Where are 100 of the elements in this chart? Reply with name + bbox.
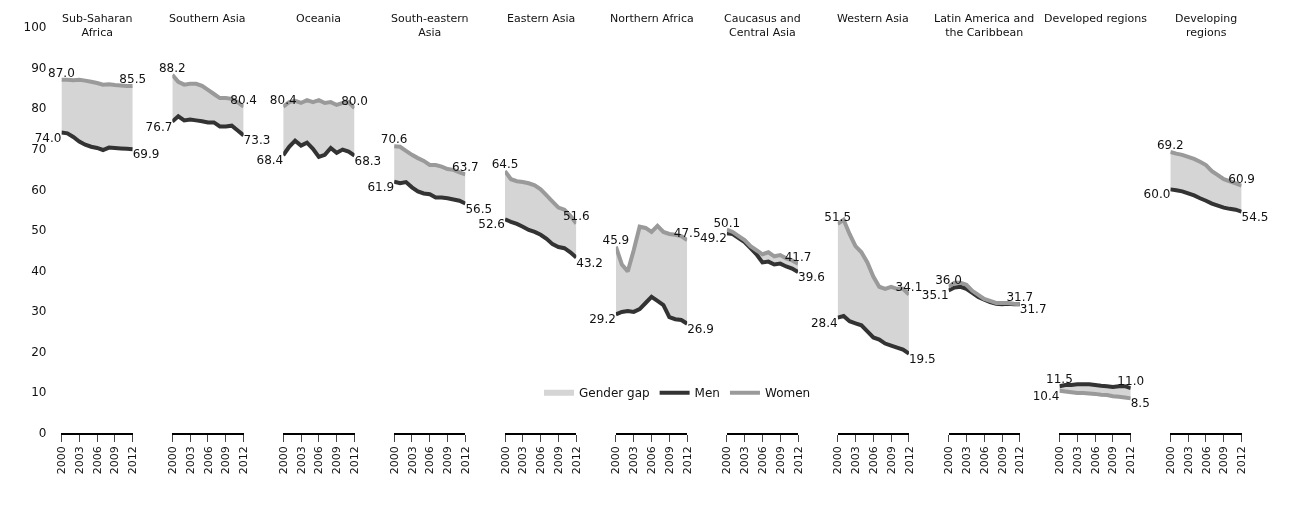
data-label: 51.6 (562, 209, 590, 224)
x-tick-label: 2009 (662, 446, 676, 475)
data-label: 70.6 (380, 132, 408, 147)
x-tick-label: 2012 (1124, 446, 1138, 475)
x-tick-label: 2003 (1181, 446, 1195, 475)
x-tick-label: 2000 (55, 446, 69, 475)
chart-title: Western Asia (837, 12, 909, 25)
x-tick-label: 2009 (552, 446, 566, 475)
x-tick-label: 2003 (294, 446, 308, 475)
x-tick-label: 2009 (773, 446, 787, 475)
data-label: 52.6 (478, 217, 505, 232)
x-tick-label: 2000 (720, 446, 734, 475)
x-tick-label: 2009 (995, 446, 1009, 475)
data-label: 36.0 (935, 272, 962, 287)
chart-title: Oceania (296, 12, 341, 25)
data-label: 34.1 (895, 280, 923, 295)
x-tick-label: 2000 (387, 446, 401, 475)
data-label: 85.5 (119, 71, 147, 86)
data-label: 49.2 (700, 231, 727, 246)
data-label: 63.7 (452, 160, 479, 175)
y-tick-label: 90 (31, 60, 47, 75)
x-tick-label: 2009 (219, 446, 233, 475)
data-label: 80.4 (230, 92, 257, 107)
x-tick-label: 2006 (534, 446, 548, 475)
y-tick-label: 40 (31, 263, 47, 278)
x-tick-label: 2000 (276, 446, 290, 475)
y-tick-label: 50 (31, 223, 47, 238)
chart-title: Caucasus and Central Asia (724, 12, 801, 40)
data-label: 87.0 (48, 65, 75, 80)
data-label: 88.2 (158, 60, 186, 75)
data-label: 28.4 (810, 315, 838, 330)
data-label: 41.7 (784, 249, 812, 264)
x-tick-label: 2012 (1235, 446, 1249, 475)
x-tick-label: 2009 (108, 446, 122, 475)
data-label: 56.5 (465, 201, 493, 216)
x-tick-label: 2009 (441, 446, 455, 475)
chart-title: Northern Africa (610, 12, 694, 25)
chart-title: South-eastern Asia (391, 12, 469, 40)
y-tick-label: 80 (31, 101, 47, 116)
x-tick-label: 2006 (1199, 446, 1213, 475)
data-label: 69.9 (132, 147, 160, 162)
data-label: 80.4 (269, 92, 297, 107)
data-label: 10.4 (1032, 388, 1060, 403)
data-label: 45.9 (602, 232, 630, 247)
data-label: 50.1 (713, 215, 741, 230)
x-tick-label: 2003 (183, 446, 197, 475)
x-tick-label: 2006 (312, 446, 326, 475)
data-label: 61.9 (367, 179, 395, 194)
x-tick-label: 2012 (680, 446, 694, 475)
chart-title: Sub-Saharan Africa (62, 12, 133, 40)
x-tick-label: 2006 (201, 446, 215, 475)
x-tick-label: 2000 (831, 446, 845, 475)
data-label: 64.5 (491, 157, 519, 172)
x-tick-label: 2000 (498, 446, 512, 475)
data-label: 11.5 (1046, 372, 1073, 387)
y-tick-label: 30 (31, 304, 47, 319)
chart-title: Developed regions (1044, 12, 1148, 25)
data-label: 80.0 (341, 94, 368, 109)
chart-title: Developing regions (1175, 12, 1238, 40)
x-tick-label: 2009 (884, 446, 898, 475)
data-label: 68.3 (354, 153, 382, 168)
y-tick-label: 0 (38, 426, 47, 441)
data-label: 8.5 (1130, 396, 1150, 411)
x-tick-label: 2000 (942, 446, 956, 475)
y-tick-label: 60 (31, 182, 47, 197)
legend-label: Men (694, 386, 720, 401)
x-tick-label: 2012 (569, 446, 583, 475)
annotation: Gender gap (578, 386, 650, 401)
x-tick-label: 2006 (90, 446, 104, 475)
data-label: 19.5 (908, 351, 936, 366)
x-tick-label: 2000 (165, 446, 179, 475)
x-tick-label: 2000 (1163, 446, 1177, 475)
data-label: 54.5 (1241, 209, 1269, 224)
data-label: 39.6 (798, 270, 825, 285)
x-tick-label: 2012 (1013, 446, 1027, 475)
chart-title: Southern Asia (169, 12, 246, 25)
x-tick-label: 2003 (849, 446, 863, 475)
x-tick-label: 2003 (738, 446, 752, 475)
x-tick-label: 2012 (458, 446, 472, 475)
data-label: 31.7 (1006, 290, 1034, 305)
data-label: 69.2 (1156, 138, 1184, 153)
x-tick-label: 2012 (348, 446, 362, 475)
data-label: 35.1 (921, 288, 949, 303)
data-label: 60.9 (1228, 171, 1255, 186)
x-tick-label: 2006 (645, 446, 659, 475)
x-tick-label: 2012 (126, 446, 140, 475)
y-tick-label: 100 (23, 20, 47, 35)
y-tick-label: 20 (31, 344, 47, 359)
x-tick-label: 2000 (609, 446, 623, 475)
x-tick-label: 2003 (72, 446, 86, 475)
chart-title: Latin America and the Caribbean (934, 12, 1035, 40)
chart-title: Eastern Asia (507, 12, 576, 25)
x-tick-label: 2003 (405, 446, 419, 475)
data-label: 31.7 (1019, 302, 1047, 317)
x-tick-label: 2006 (756, 446, 769, 475)
data-label: 73.3 (243, 133, 271, 148)
x-tick-label: 2000 (1053, 446, 1067, 475)
x-tick-label: 2006 (1088, 446, 1102, 475)
data-label: 11.0 (1117, 374, 1145, 389)
data-label: 68.4 (256, 153, 284, 168)
